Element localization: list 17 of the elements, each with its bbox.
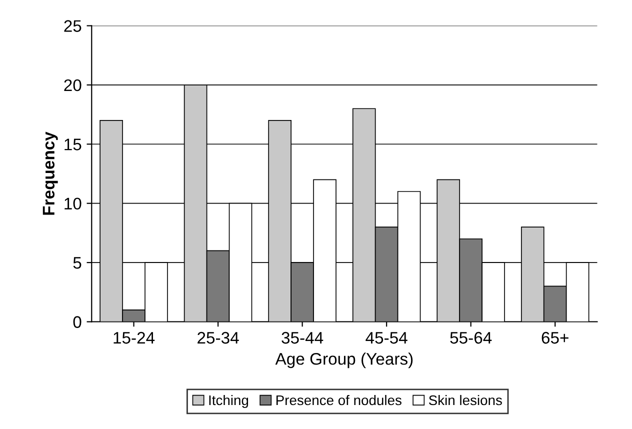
y-tick-label: 25	[64, 20, 82, 32]
x-tick-label: 15-24	[114, 332, 155, 344]
y-tick-label: 5	[73, 257, 82, 269]
y-tick-label: 10	[64, 198, 82, 210]
x-tick-label: 65+	[542, 332, 568, 344]
x-tick-label: 35-44	[282, 332, 324, 344]
y-axis-title: Frequency	[42, 132, 58, 215]
x-tick-label: 45-54	[366, 332, 408, 344]
x-tick-label: 55-64	[450, 332, 492, 344]
y-tick-label: 20	[64, 79, 82, 92]
y-tick-label: 15	[64, 138, 82, 150]
y-tick-label: 0	[73, 316, 82, 328]
x-tick-label: 25-34	[198, 332, 239, 344]
legend-label: Skin lesions	[428, 394, 502, 406]
legend-label: Presence of nodules	[276, 394, 402, 406]
x-axis-title: Age Group (Years)	[275, 352, 413, 368]
legend-label: Itching	[209, 394, 248, 408]
